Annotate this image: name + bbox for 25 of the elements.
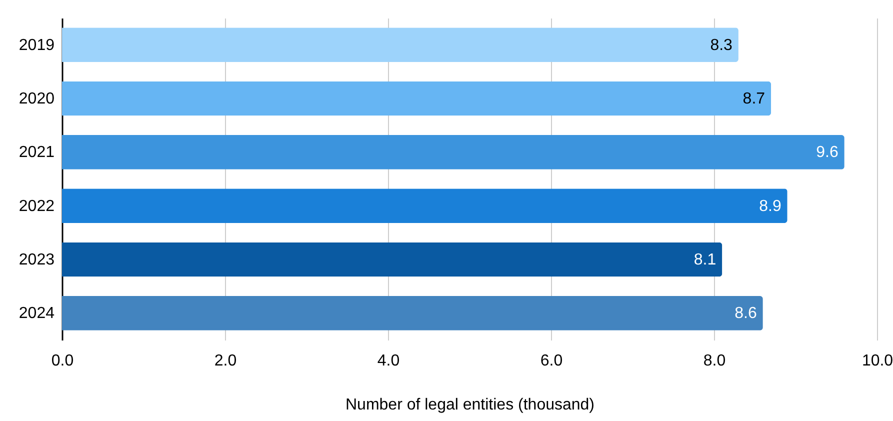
- bar: [62, 296, 763, 330]
- data-label: 9.6: [816, 144, 838, 162]
- bar: [62, 134, 844, 170]
- x-tick-label: 4.0: [377, 352, 400, 370]
- bar: [62, 242, 722, 277]
- x-tick-label: 2.0: [214, 352, 237, 370]
- x-tick-label: 10.0: [862, 352, 893, 370]
- y-tick-label: 2022: [18, 198, 55, 215]
- bar: [62, 81, 772, 116]
- x-axis-title: Number of legal entities (thousand): [345, 396, 595, 414]
- x-tick-label: 0.0: [51, 352, 74, 370]
- x-tick-label: 6.0: [540, 352, 563, 370]
- bar: [62, 28, 738, 62]
- y-tick-label: 2023: [18, 252, 55, 268]
- data-label: 8.1: [694, 252, 716, 268]
- data-label: 8.6: [734, 305, 757, 322]
- bar: [62, 188, 788, 224]
- y-tick-label: 2020: [18, 90, 55, 108]
- data-label: 8.7: [742, 90, 766, 108]
- x-tick-label: 8.0: [703, 352, 726, 370]
- data-label: 8.3: [710, 36, 733, 54]
- y-tick-label: 2024: [18, 305, 55, 322]
- y-tick-label: 2019: [18, 36, 55, 54]
- y-tick-label: 2021: [18, 144, 55, 162]
- data-label: 8.9: [759, 198, 782, 215]
